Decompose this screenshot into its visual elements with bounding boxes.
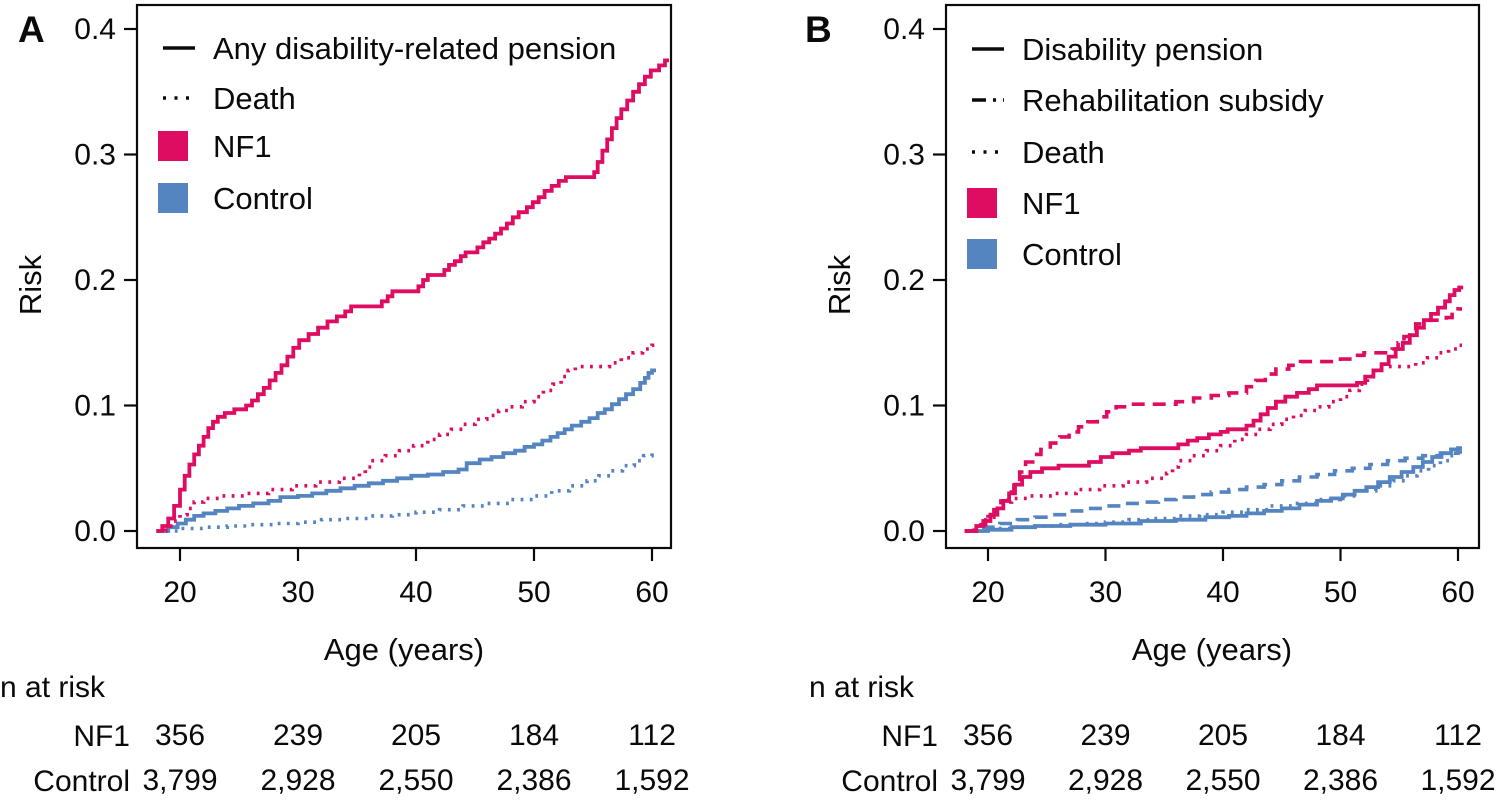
n-at-risk-value: 112 <box>1434 719 1482 752</box>
n-at-risk-value: 3,799 <box>950 764 1025 797</box>
y-axis-tick-label: 0.2 <box>74 264 116 297</box>
panel-a-n-at-risk-row-label-nf1: NF1 <box>73 720 130 753</box>
panel-a-n-at-risk-title: n at risk <box>0 671 106 704</box>
panel-a-y-axis-title: Risk <box>13 254 48 315</box>
n-at-risk-value: 2,928 <box>260 764 335 797</box>
panel-a: A Risk Age (years) Any disability-relate… <box>0 3 690 798</box>
panel-b-y-axis-title: Risk <box>822 254 857 315</box>
panel-b-legend-label-solid: Disability pension <box>1022 32 1263 67</box>
y-axis-tick-label: 0.1 <box>74 390 116 423</box>
y-axis-tick-label: 0.4 <box>74 13 116 46</box>
x-axis-tick-label: 50 <box>1324 576 1357 609</box>
panel-a-n-at-risk-row-label-control: Control <box>33 765 130 798</box>
x-axis-tick-label: 60 <box>1441 576 1474 609</box>
panel-a-letter: A <box>18 9 45 50</box>
y-axis-tick-label: 0.3 <box>883 139 925 172</box>
n-at-risk-value: 1,592 <box>1420 764 1495 797</box>
panel-a-legend-label-dotted: Death <box>213 81 296 116</box>
y-axis-tick-label: 0.4 <box>883 13 925 46</box>
n-at-risk-value: 356 <box>155 719 205 752</box>
panel-b-n-at-risk-row-label-control: Control <box>841 765 938 798</box>
y-axis-tick-label: 0.1 <box>883 390 925 423</box>
n-at-risk-value: 239 <box>273 719 323 752</box>
n-at-risk-value: 2,386 <box>496 764 571 797</box>
y-axis-tick-label: 0.3 <box>74 139 116 172</box>
legend-swatch-nf1 <box>967 188 997 218</box>
legend-swatch-nf1 <box>158 131 188 161</box>
n-at-risk-value: 184 <box>509 719 559 752</box>
panel-b-letter: B <box>805 9 832 50</box>
panel-b-plot-frame <box>944 3 1481 550</box>
x-axis-tick-label: 30 <box>1089 576 1122 609</box>
y-axis-tick-label: 0.0 <box>74 515 116 548</box>
panel-b-n-at-risk-title: n at risk <box>809 671 915 704</box>
curve-nf1-rehabilitation-subsidy <box>964 307 1462 533</box>
n-at-risk-value: 2,928 <box>1068 764 1143 797</box>
panel-a-plot-frame <box>135 3 673 550</box>
x-axis-tick-label: 40 <box>399 576 432 609</box>
x-axis-tick-label: 60 <box>635 576 668 609</box>
panel-a-legend-label-control: Control <box>213 181 313 216</box>
x-axis-tick-label: 20 <box>163 576 196 609</box>
panel-b: B Risk Age (years) Disability pension Re… <box>805 3 1496 798</box>
curve-control-rehabilitation-subsidy <box>964 450 1462 533</box>
curve-control-any-disability-related-pension <box>156 368 656 533</box>
panel-b-n-at-risk-row-label-nf1: NF1 <box>881 720 938 753</box>
x-axis-tick-label: 30 <box>281 576 314 609</box>
panel-b-x-axis-title: Age (years) <box>1132 632 1292 667</box>
n-at-risk-value: 1,592 <box>614 764 689 797</box>
n-at-risk-value: 112 <box>628 719 676 752</box>
curve-control-death <box>156 450 656 533</box>
x-axis-tick-label: 20 <box>971 576 1004 609</box>
panel-a-legend-label-nf1: NF1 <box>213 129 272 164</box>
n-at-risk-value: 184 <box>1315 719 1365 752</box>
n-at-risk-value: 2,550 <box>378 764 453 797</box>
curve-control-disability-pension <box>964 446 1462 533</box>
y-axis-tick-label: 0.0 <box>883 515 925 548</box>
panel-b-legend-label-dashed: Rehabilitation subsidy <box>1022 83 1324 118</box>
panel-b-legend-label-nf1: NF1 <box>1022 186 1081 221</box>
curve-nf1-death <box>156 343 656 533</box>
panel-b-legend-label-control: Control <box>1022 237 1122 272</box>
n-at-risk-value: 2,550 <box>1185 764 1260 797</box>
curve-nf1-death <box>964 343 1462 533</box>
n-at-risk-value: 2,386 <box>1303 764 1378 797</box>
panel-a-legend-label-solid: Any disability-related pension <box>213 31 616 66</box>
n-at-risk-value: 3,799 <box>142 764 217 797</box>
legend-swatch-control <box>158 183 188 213</box>
x-axis-tick-label: 40 <box>1206 576 1239 609</box>
x-axis-tick-label: 50 <box>517 576 550 609</box>
n-at-risk-value: 239 <box>1080 719 1130 752</box>
y-axis-tick-label: 0.2 <box>883 264 925 297</box>
panel-a-x-axis-title: Age (years) <box>324 632 484 667</box>
legend-swatch-control <box>967 239 997 269</box>
curve-nf1-any-disability-related-pension <box>156 58 669 533</box>
panel-b-legend-label-dotted: Death <box>1022 135 1105 170</box>
curve-nf1-disability-pension <box>964 285 1464 533</box>
n-at-risk-value: 205 <box>1198 719 1248 752</box>
n-at-risk-value: 356 <box>963 719 1013 752</box>
n-at-risk-value: 205 <box>391 719 441 752</box>
